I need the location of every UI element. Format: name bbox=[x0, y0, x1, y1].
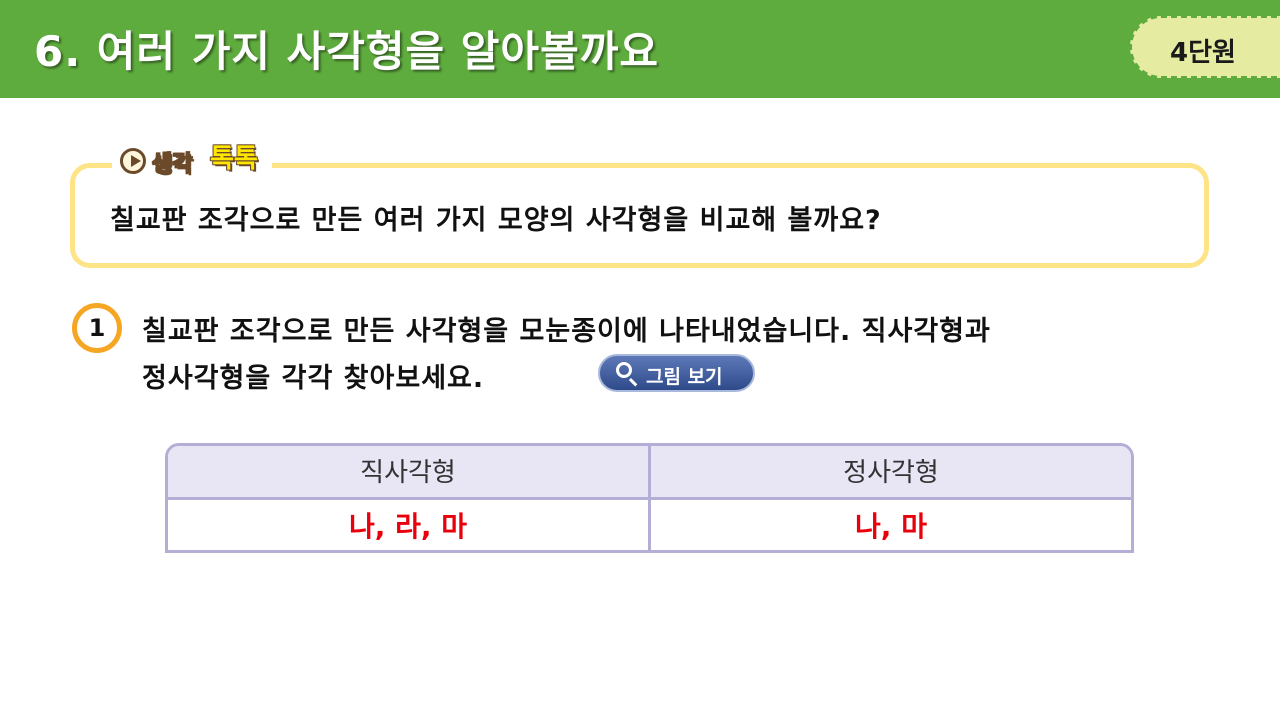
answer-table: 직사각형 정사각형 나, 라, 마 나, 마 bbox=[165, 443, 1134, 553]
view-picture-button[interactable]: 그림 보기 bbox=[598, 354, 755, 392]
unit-badge-label: 4단원 bbox=[1170, 38, 1236, 68]
header-bar: 6. 여러 가지 사각형을 알아볼까요 4단원 bbox=[0, 0, 1280, 98]
view-picture-button-label: 그림 보기 bbox=[646, 366, 723, 388]
magnifier-icon bbox=[616, 362, 632, 378]
play-icon bbox=[120, 148, 146, 174]
question-text-line1: 칠교판 조각으로 만든 사각형을 모눈종이에 나타내었습니다. 직사각형과 bbox=[142, 316, 991, 347]
question-number: 1 bbox=[72, 303, 122, 353]
unit-badge: 4단원 bbox=[1130, 16, 1280, 78]
page-title: 6. 여러 가지 사각형을 알아볼까요 bbox=[34, 27, 659, 76]
header-square: 정사각형 bbox=[651, 446, 1131, 500]
answer-rectangle: 나, 라, 마 bbox=[168, 500, 651, 550]
think-tag-word2: 톡톡 bbox=[210, 144, 258, 174]
question-text-line2: 정사각형을 각각 찾아보세요. bbox=[142, 363, 485, 394]
think-tag-word1: 생각 bbox=[151, 152, 193, 178]
answer-square: 나, 마 bbox=[651, 500, 1131, 550]
think-prompt-text: 칠교판 조각으로 만든 여러 가지 모양의 사각형을 비교해 볼까요? bbox=[110, 205, 882, 236]
header-rectangle: 직사각형 bbox=[168, 446, 651, 500]
think-tag: 생각 톡톡 bbox=[112, 136, 272, 188]
